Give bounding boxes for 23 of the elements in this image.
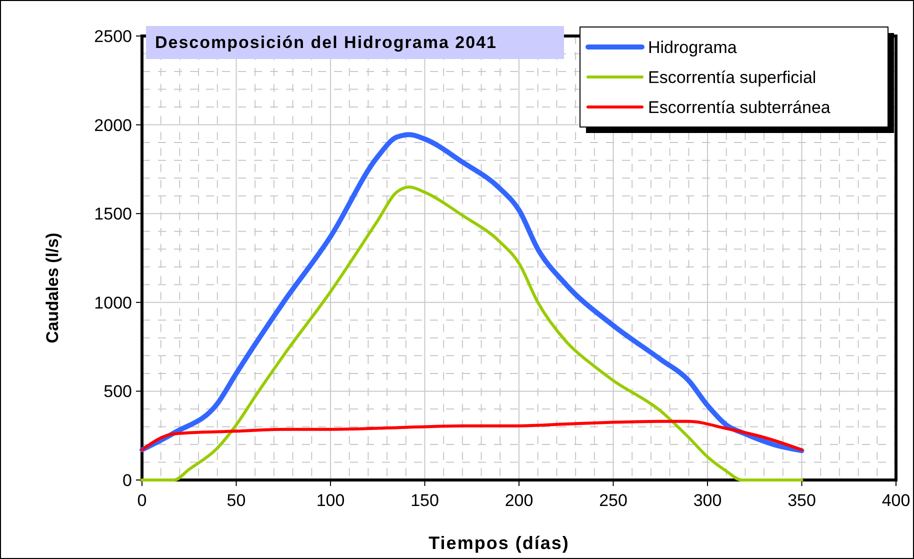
legend-label: Escorrentía subterránea (648, 98, 831, 117)
y-tick-label: 1500 (94, 204, 132, 224)
y-axis-title: Caudales (l/s) (43, 232, 62, 344)
x-tick-label: 350 (788, 491, 816, 510)
legend-label: Hidrograma (648, 38, 738, 57)
x-tick-label: 0 (137, 491, 147, 510)
x-tick-label: 300 (693, 491, 722, 510)
line-series (140, 420, 804, 452)
x-tick-label: 250 (599, 491, 628, 510)
x-tick-label: 100 (316, 491, 345, 510)
legend-label: Escorrentía superficial (648, 68, 816, 87)
x-axis-title: Tiempos (días) (428, 533, 570, 553)
y-tick-label: 2500 (94, 27, 132, 46)
y-tick-label: 1000 (94, 293, 132, 312)
y-tick-label: 500 (104, 382, 132, 402)
x-tick-label: 150 (410, 491, 439, 510)
y-tick-label: 0 (122, 471, 132, 490)
line-series (140, 185, 804, 482)
x-tick-label: 400 (882, 491, 910, 510)
x-tick-label: 200 (504, 491, 534, 510)
chart-title: Descomposición del Hidrograma 2041 (155, 33, 497, 52)
y-tick-label: 2000 (94, 116, 132, 135)
x-tick-label: 50 (226, 491, 246, 510)
